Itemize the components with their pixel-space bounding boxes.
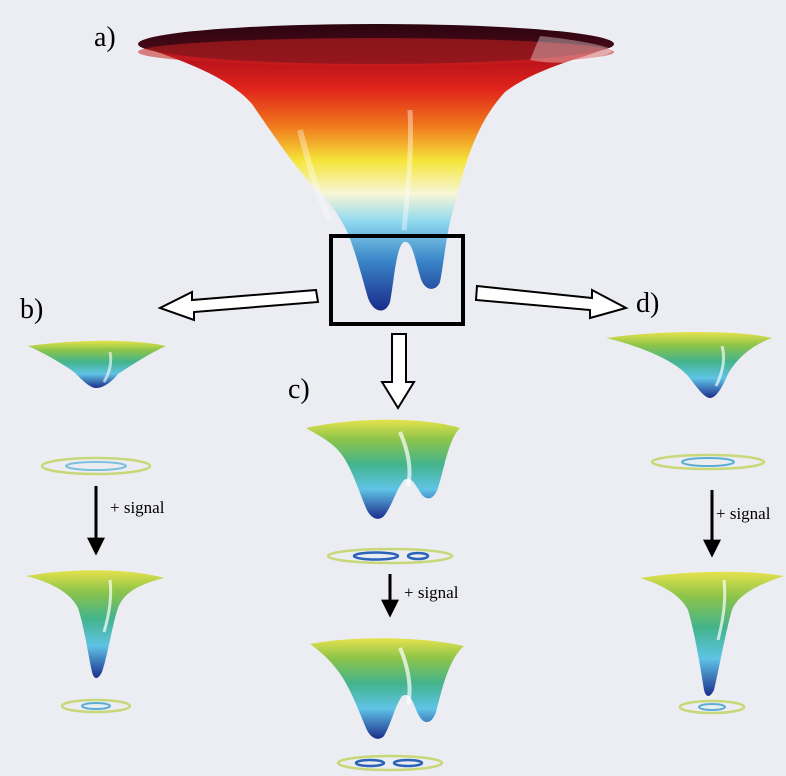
panel-label-b: b) (20, 294, 44, 325)
contour-d-after (678, 699, 746, 715)
basin-b-before (28, 340, 166, 388)
signal-label-c: + signal (404, 583, 459, 602)
basin-c-after (310, 638, 464, 739)
signal-label-b: + signal (110, 498, 165, 517)
panel-label-a: a) (94, 22, 116, 53)
arrow-to-d (474, 284, 629, 320)
contour-b-after (60, 698, 132, 714)
basin-d-before (606, 332, 772, 398)
arrow-to-b (157, 288, 320, 322)
contour-b-before (40, 456, 152, 476)
landscape-a (138, 24, 614, 311)
basin-b-after (26, 570, 164, 678)
signal-label-d: + signal (716, 504, 771, 523)
landscape-a-surface (140, 32, 612, 311)
arrow-to-c (380, 333, 416, 410)
contour-d-before (650, 453, 766, 471)
contour-c-before (326, 547, 454, 565)
panel-label-c: c) (288, 374, 310, 405)
contour-c-after (336, 754, 444, 772)
basin-d-after (640, 571, 784, 696)
panel-label-d: d) (636, 288, 660, 319)
basin-c-before (306, 419, 460, 519)
zoom-box (329, 234, 465, 326)
